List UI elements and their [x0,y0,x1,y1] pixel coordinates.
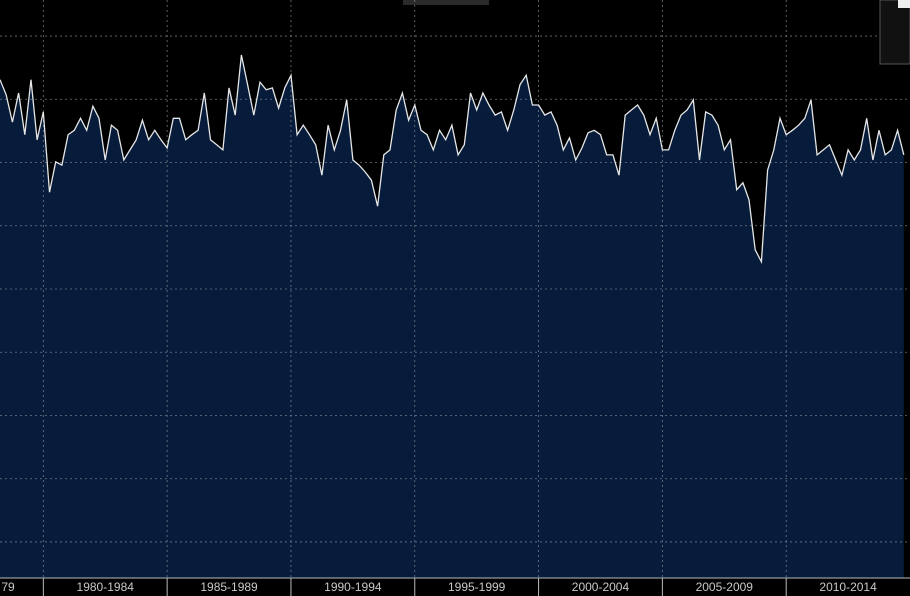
x-tick-label: 1995-1999 [448,580,506,594]
area [0,55,904,578]
x-tick-label: 1990-1994 [324,580,382,594]
widget-frame [879,0,910,65]
x-tick-label: 1985-1989 [200,580,258,594]
zoom-widget[interactable] [879,0,910,65]
x-tick-label: 2000-2004 [572,580,630,594]
x-axis-strip [0,578,910,596]
x-tick-label: 2010-2014 [819,580,877,594]
line [0,54,905,265]
x-tick-label: 1980-1984 [77,580,135,594]
top-handle [403,0,489,5]
widget-box [898,0,910,8]
x-tick-label: 2005-2009 [696,580,754,594]
x-tick-label: 79 [1,580,15,594]
